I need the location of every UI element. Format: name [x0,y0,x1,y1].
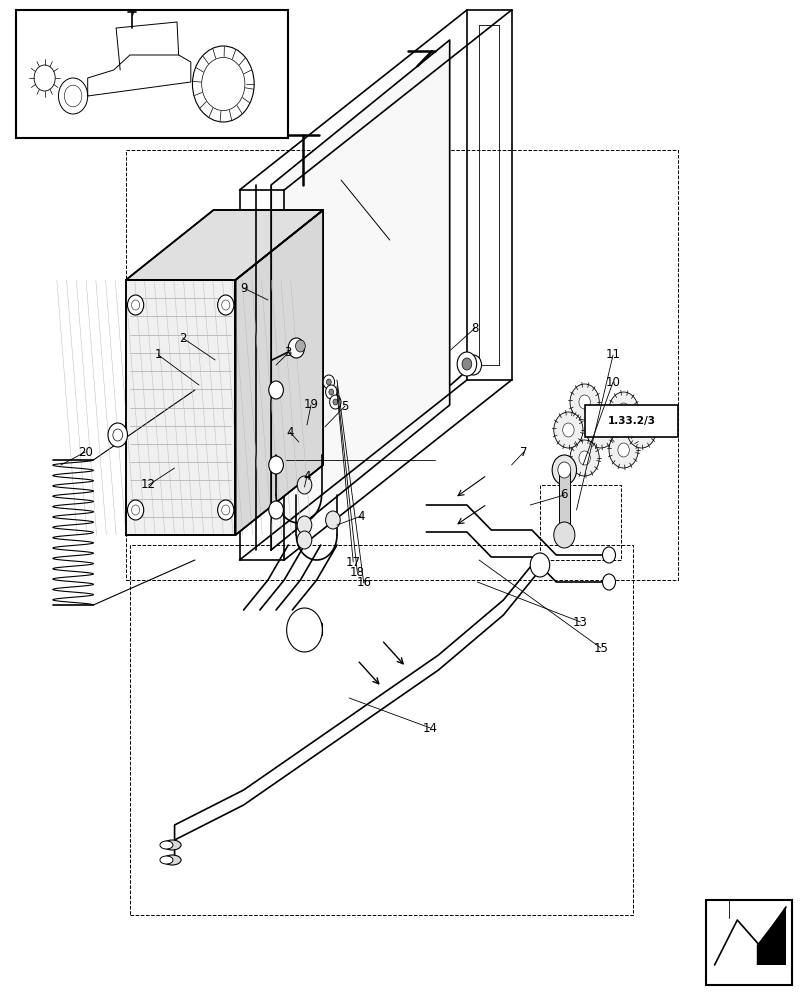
Polygon shape [235,210,323,535]
Circle shape [586,412,615,448]
Text: 4: 4 [285,426,294,438]
Ellipse shape [163,855,181,865]
Circle shape [127,500,144,520]
Bar [558,470,569,535]
Circle shape [34,65,55,91]
Text: 18: 18 [350,566,364,578]
Text: 15: 15 [593,642,607,654]
Circle shape [328,389,333,395]
Text: 17: 17 [345,556,360,568]
Text: 12: 12 [141,479,156,491]
Circle shape [635,423,646,437]
Text: 14: 14 [423,722,437,734]
Ellipse shape [160,856,173,864]
Circle shape [192,46,254,122]
Text: 5: 5 [341,399,349,412]
Circle shape [626,412,655,448]
Bar [539,485,620,560]
Circle shape [457,352,476,376]
Text: 4: 4 [303,470,311,483]
Bar [130,545,633,915]
Text: 19: 19 [303,398,318,412]
Polygon shape [271,40,449,550]
Text: 8: 8 [470,322,478,334]
Text: 1: 1 [154,349,162,361]
Text: 9: 9 [239,282,247,294]
Circle shape [608,392,637,428]
Circle shape [594,423,606,437]
Circle shape [602,574,615,590]
Circle shape [221,505,230,515]
Circle shape [268,381,283,399]
Text: 6: 6 [560,488,568,502]
Circle shape [268,456,283,474]
Text: 2: 2 [178,332,187,344]
Circle shape [297,516,311,534]
Circle shape [64,85,82,107]
Circle shape [461,358,471,370]
Circle shape [113,429,122,441]
Circle shape [58,78,88,114]
Circle shape [325,385,337,399]
Polygon shape [126,280,235,535]
Text: 20: 20 [78,446,92,458]
Circle shape [608,432,637,468]
Circle shape [217,295,234,315]
Circle shape [297,531,311,549]
Text: 11: 11 [605,349,620,361]
Circle shape [553,412,582,448]
Circle shape [551,455,576,485]
Circle shape [326,379,331,385]
Circle shape [221,300,230,310]
Text: 13: 13 [573,615,587,629]
Circle shape [602,547,615,563]
Bar [126,150,677,580]
Circle shape [617,403,629,417]
Circle shape [569,384,599,420]
Circle shape [127,295,144,315]
Text: 3: 3 [284,347,292,360]
Text: 10: 10 [605,375,620,388]
Circle shape [131,300,139,310]
Circle shape [329,395,341,409]
Circle shape [268,501,283,519]
Circle shape [325,511,340,529]
Circle shape [578,395,590,409]
Polygon shape [126,210,323,280]
Circle shape [562,423,573,437]
Ellipse shape [160,841,173,849]
Bar [16,10,288,138]
Circle shape [617,443,629,457]
Circle shape [465,355,481,375]
Circle shape [323,375,334,389]
Text: 7: 7 [519,446,527,458]
Circle shape [295,340,305,352]
Polygon shape [756,907,785,965]
Circle shape [578,451,590,465]
Circle shape [333,399,337,405]
Text: 16: 16 [356,576,371,589]
Ellipse shape [163,840,181,850]
Circle shape [217,500,234,520]
Circle shape [131,505,139,515]
Circle shape [557,462,570,478]
Circle shape [201,57,245,111]
Circle shape [297,476,311,494]
Circle shape [569,440,599,476]
Circle shape [553,522,574,548]
Bar [706,900,791,985]
Circle shape [108,423,127,447]
Circle shape [530,553,549,577]
Circle shape [288,338,304,358]
Text: 1.33.2/3: 1.33.2/3 [607,416,654,426]
Text: 4: 4 [357,510,365,522]
Bar [584,405,677,437]
